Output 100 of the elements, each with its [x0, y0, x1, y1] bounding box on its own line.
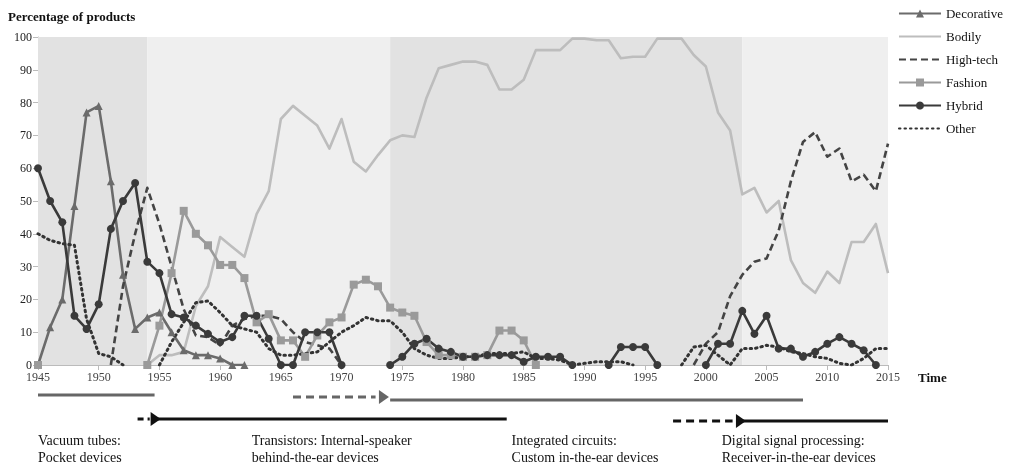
point — [264, 310, 273, 319]
point — [495, 351, 504, 360]
point — [155, 308, 164, 317]
point — [544, 352, 552, 361]
x-tick-label: 1995 — [633, 370, 658, 384]
point — [264, 334, 273, 343]
point — [58, 218, 67, 227]
x-tick-label: 1975 — [390, 370, 415, 384]
point — [495, 326, 504, 335]
point — [434, 344, 443, 353]
point — [616, 342, 625, 351]
point — [726, 339, 735, 348]
legend-label: Hybrid — [945, 98, 984, 113]
point — [799, 352, 807, 361]
point — [204, 241, 212, 250]
point — [556, 352, 565, 361]
x-tick-label: 2000 — [693, 370, 718, 384]
point — [94, 101, 103, 110]
point — [276, 361, 285, 369]
point — [325, 328, 334, 337]
point — [738, 306, 747, 315]
legend-label: High-tech — [945, 52, 999, 67]
point — [155, 321, 164, 330]
x-tick-label: 1980 — [451, 370, 475, 384]
point — [191, 351, 200, 360]
point — [94, 300, 103, 309]
point — [82, 324, 91, 333]
point — [216, 260, 225, 269]
point — [228, 333, 237, 342]
y-tick-label: 50 — [20, 194, 32, 208]
point — [301, 352, 310, 361]
point — [204, 329, 212, 338]
point — [641, 342, 650, 351]
point — [847, 339, 856, 348]
text: Transistors: Internal-speaker behind-the-ear devices — [251, 432, 412, 466]
y-tick-label: 40 — [20, 226, 32, 241]
x-tick-label: 1945 — [26, 370, 50, 384]
point — [629, 342, 637, 351]
point — [653, 361, 662, 369]
y-tick-label: 90 — [20, 62, 32, 77]
point — [131, 324, 140, 333]
point — [34, 164, 42, 173]
point — [337, 313, 346, 322]
point — [191, 229, 200, 238]
point — [240, 274, 249, 283]
point — [179, 313, 188, 322]
point — [386, 361, 395, 369]
x-tick-label: 2015 — [876, 370, 900, 384]
point — [374, 282, 382, 291]
point — [786, 344, 795, 353]
y-tick-label: 0 — [26, 358, 32, 372]
y-tick-label: 100 — [14, 30, 32, 44]
point — [349, 280, 358, 289]
legend-label: Decorative — [945, 6, 1004, 21]
point — [276, 336, 285, 345]
point — [70, 311, 79, 320]
point — [871, 361, 880, 369]
point — [568, 361, 577, 369]
x-tick-label: 2005 — [754, 370, 779, 384]
point — [774, 344, 783, 353]
point — [531, 361, 540, 369]
text: Integrated circuits: Custom in-the-ear devices — [511, 432, 659, 466]
y-tick-label: 70 — [20, 128, 32, 143]
point — [106, 224, 115, 233]
point — [131, 178, 140, 187]
point — [361, 275, 370, 284]
point — [398, 308, 407, 317]
point — [531, 352, 540, 361]
point — [750, 329, 759, 338]
point — [216, 338, 225, 347]
point — [762, 311, 771, 320]
point — [143, 361, 152, 369]
point — [519, 357, 528, 366]
point — [398, 352, 407, 361]
point — [252, 311, 261, 320]
point — [143, 257, 152, 266]
point — [240, 311, 249, 320]
x-axis-title: Time — [918, 370, 947, 385]
y-tick-label: 30 — [20, 259, 32, 274]
x-tick-label: 1960 — [208, 370, 233, 384]
x-tick-label: 2010 — [815, 370, 840, 384]
point — [386, 303, 395, 312]
point — [289, 336, 297, 345]
point — [714, 339, 722, 348]
text: Vacuum tubes: Pocket devices — [38, 432, 122, 466]
point — [204, 351, 212, 360]
point — [179, 206, 188, 215]
legend-label: Fashion — [945, 75, 988, 90]
point — [155, 269, 164, 278]
point — [167, 310, 176, 319]
y-tick-label: 10 — [20, 325, 32, 340]
y-tick-label: 60 — [20, 161, 32, 176]
point — [507, 326, 516, 335]
text: Digital signal processing: Receiver-in-the-ear devices — [721, 432, 876, 466]
point — [46, 197, 55, 205]
point — [519, 336, 528, 345]
point — [228, 260, 237, 269]
x-tick-label: 1970 — [329, 370, 354, 384]
point — [446, 347, 455, 356]
y-tick-label: 80 — [20, 95, 32, 110]
